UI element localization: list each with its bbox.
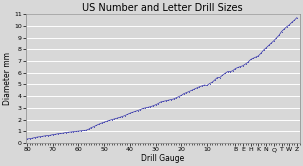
Y-axis label: Diameter mm: Diameter mm xyxy=(3,52,12,105)
Title: US Number and Letter Drill Sizes: US Number and Letter Drill Sizes xyxy=(82,3,243,13)
X-axis label: Drill Gauge: Drill Gauge xyxy=(141,154,184,163)
